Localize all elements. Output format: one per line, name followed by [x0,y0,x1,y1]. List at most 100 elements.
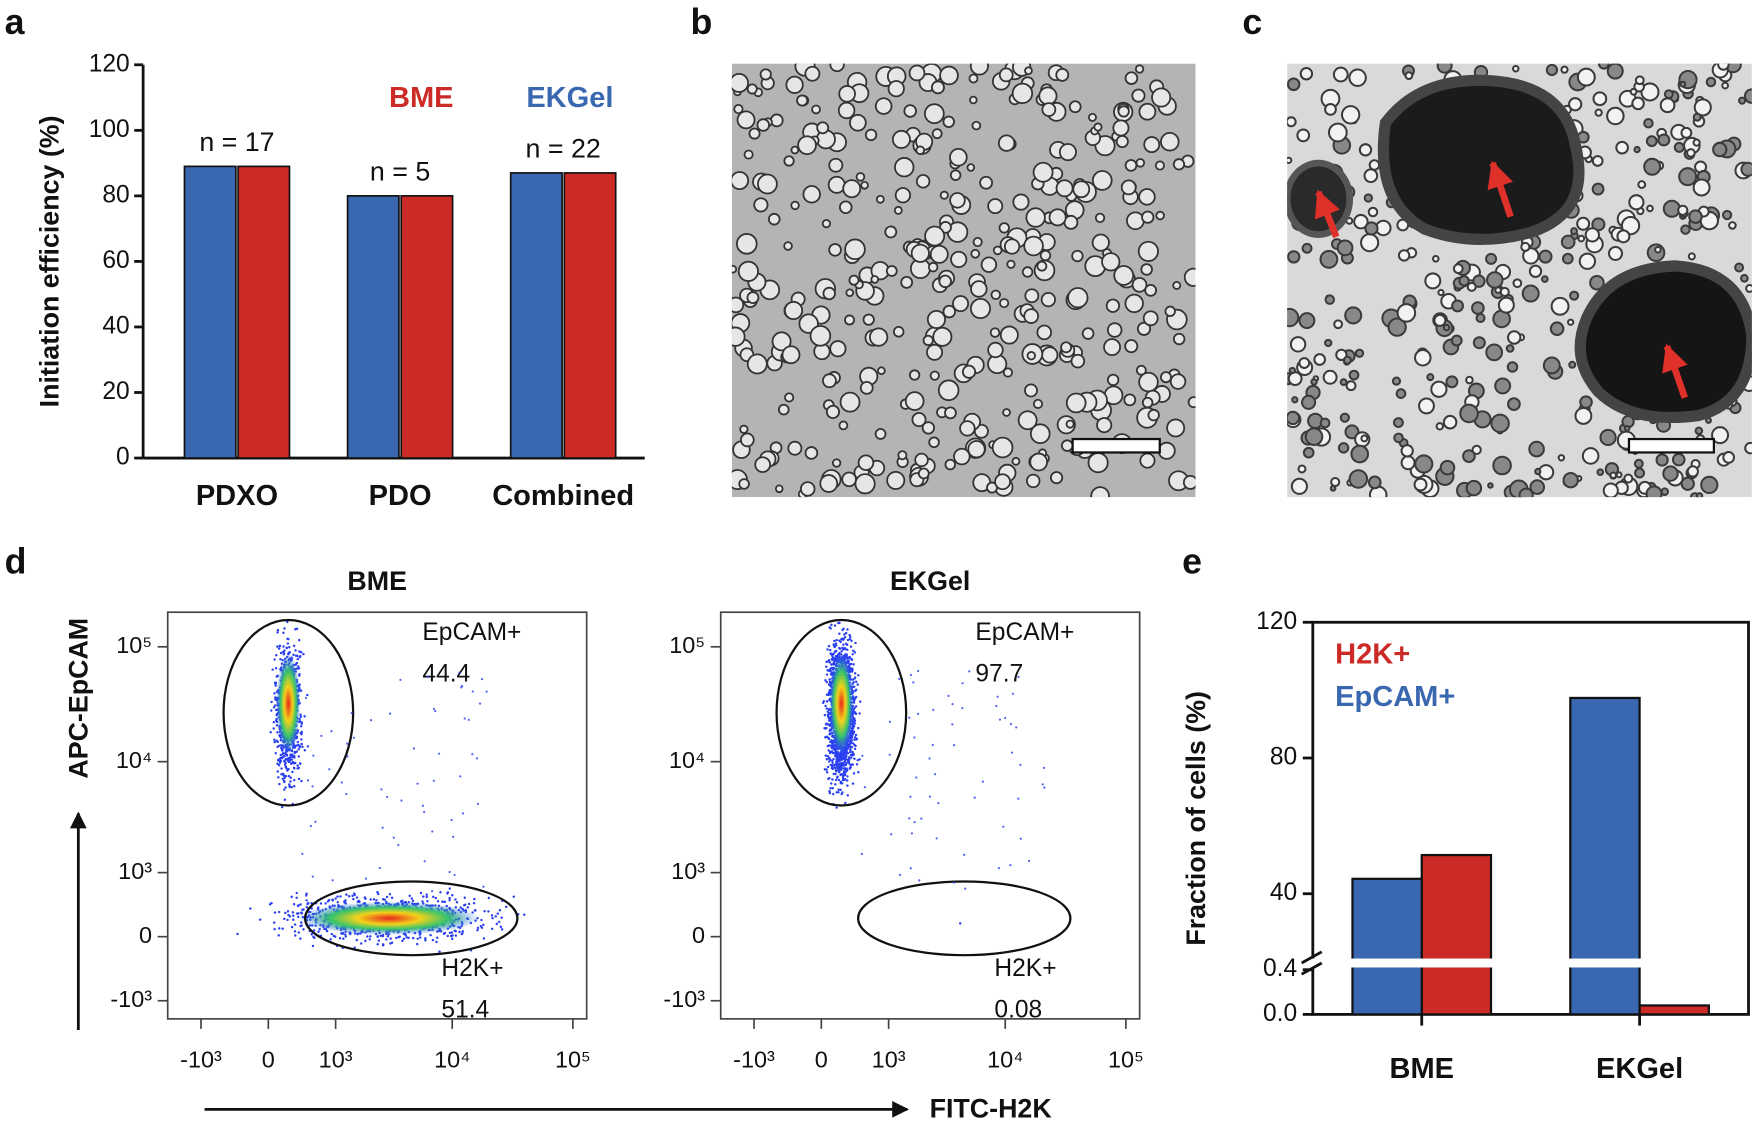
x-tick-label: 10³ [872,1047,906,1073]
event-dot [844,642,848,646]
event-dot [401,899,404,903]
event-dot [311,944,315,948]
cell [1397,249,1411,262]
event-dot [844,801,847,805]
gate-value: 51.4 [441,997,489,1024]
event-dot [280,805,284,809]
cell [1348,369,1360,381]
y-tick-label: 10⁵ [116,632,152,658]
y-tick-label: 40 [102,312,129,339]
cell [949,169,962,181]
event-dot [303,749,307,752]
event-dot [416,782,419,785]
event-dot [837,759,841,762]
cell [1011,456,1021,466]
cell [1319,417,1331,429]
cell [1017,410,1038,431]
x-tick-label: 10⁴ [987,1047,1023,1073]
event-dot [828,791,832,795]
cell [928,436,940,449]
event-dot [500,916,503,920]
bar [400,195,454,459]
cell [1103,338,1121,357]
cell [1367,206,1379,218]
event-dot [288,759,292,763]
event-dot [423,810,426,814]
event-dot [334,935,337,938]
panel-label: e [1182,542,1202,582]
cell [848,274,860,286]
event-dot [277,910,281,914]
event-dot [968,670,971,673]
cell [1728,221,1737,230]
cell [1172,280,1182,290]
event-dot [832,757,835,761]
event-dot [825,758,829,761]
panel-label: b [691,2,713,42]
event-dot [476,929,479,932]
annotation: n = 22 [526,134,601,164]
scale-bar [1071,437,1161,454]
cell [736,110,756,130]
cell [838,420,849,431]
cell [1507,397,1521,411]
y-axis-title: Initiation efficiency (%) [35,116,65,408]
event-dot [281,773,285,776]
cell [1633,458,1644,469]
cell [1692,138,1701,147]
event-dot [372,898,376,901]
event-dot [844,631,848,635]
event-dot [376,943,379,946]
event-dot [835,791,838,794]
cell [1151,87,1172,108]
cell [1643,157,1662,176]
cell [860,181,869,190]
event-dot [320,734,323,738]
cell [1060,341,1073,354]
event-dot [909,795,912,798]
event-dot [273,927,276,931]
cell [1623,473,1634,484]
event-dot [310,907,313,910]
cell [926,310,946,330]
event-dot [839,640,842,644]
cell [1620,215,1641,236]
event-dot [312,754,315,757]
event-dot [283,788,286,791]
cell [1597,63,1610,70]
x-tick-label: 10³ [319,1047,353,1073]
event-dot [297,931,301,934]
event-dot [859,700,862,703]
event-dot [272,706,276,709]
cell [1157,441,1176,460]
event-dot [495,922,499,926]
x-tick-label: PDO [369,480,432,512]
event-dot [386,795,389,799]
cell [970,248,981,259]
event-dot [832,643,835,646]
event-dot [852,772,856,775]
x-tick-label: PDXO [196,480,278,512]
cell [1396,303,1417,323]
cell [1722,451,1735,464]
cell [1120,179,1137,196]
event-dot [277,764,281,767]
cell [991,436,1014,459]
cell [783,241,793,251]
event-dot [963,853,966,857]
event-dot [856,758,859,762]
cell [1348,469,1369,489]
event-dot [317,930,320,933]
cell [998,222,1010,234]
event-dot [842,770,846,773]
cell [839,391,861,413]
cell [915,145,926,156]
event-dot [284,765,287,768]
event-dot [910,832,914,835]
event-dot [951,703,954,706]
event-dot [497,920,501,924]
event-dot [435,936,439,940]
cell [1067,287,1089,309]
cell [1433,313,1447,327]
cell [894,187,912,204]
